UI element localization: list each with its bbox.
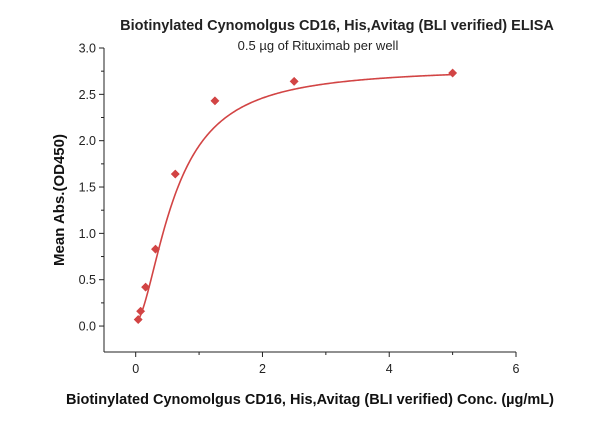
y-tick-label: 1.0 [79, 227, 96, 241]
y-tick-label: 1.5 [79, 181, 96, 195]
x-tick-label: 4 [386, 362, 393, 376]
fit-curve [137, 73, 453, 321]
fit-curve-group [137, 73, 453, 321]
y-tick-label: 3.0 [79, 42, 96, 56]
data-point-diamond [150, 244, 161, 254]
data-point-diamond [133, 315, 143, 325]
chart-subtitle: 0.5 µg of Rituximab per well [238, 38, 399, 53]
y-tick-label: 0.0 [79, 320, 96, 334]
data-point-diamond [210, 96, 220, 106]
x-tick-label: 6 [513, 362, 520, 376]
x-axis-label: Biotinylated Cynomolgus CD16, His,Avitag… [66, 392, 554, 408]
axes: 0.0 0.5 1.0 1.5 2.0 2.5 3.0 0 2 4 6 [79, 42, 520, 377]
y-tick-label: 2.5 [79, 88, 96, 102]
data-point-diamond [170, 169, 180, 179]
y-tick-label: 0.5 [79, 273, 96, 287]
data-point-diamond [136, 306, 146, 316]
chart-title: Biotinylated Cynomolgus CD16, His,Avitag… [120, 18, 554, 34]
y-axis-label: Mean Abs.(OD450) [51, 134, 68, 266]
data-point-diamond [448, 68, 458, 78]
data-point-diamond [141, 282, 151, 292]
data-points [133, 68, 458, 325]
data-point-diamond [289, 76, 299, 86]
x-tick-label: 0 [132, 362, 139, 376]
x-tick-label: 2 [259, 362, 266, 376]
y-tick-label: 2.0 [79, 134, 96, 148]
